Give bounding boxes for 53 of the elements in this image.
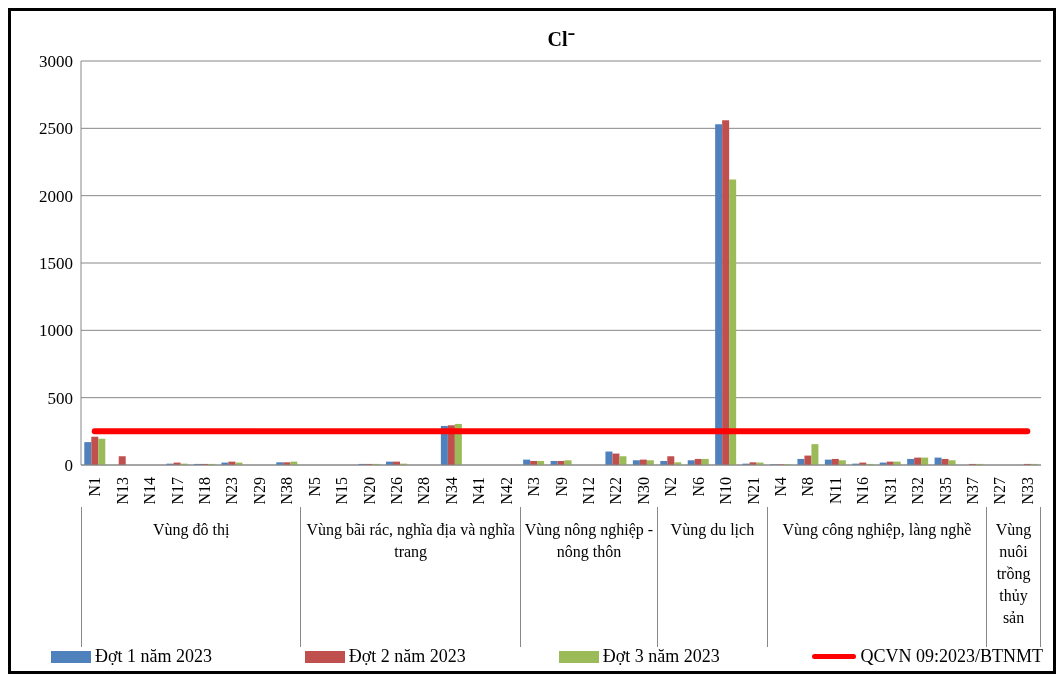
y-tick-label: 2500	[39, 119, 73, 139]
legend-label: Đợt 2 năm 2023	[347, 646, 466, 667]
legend-label: QCVN 09:2023/BTNMT	[859, 646, 1043, 667]
x-tick-label: N14	[141, 477, 159, 505]
x-tick-label: N37	[963, 477, 981, 505]
x-tick-label: N34	[442, 477, 460, 505]
y-tick-label: 3000	[39, 52, 73, 72]
y-tick-label: 1500	[39, 254, 73, 274]
text: Vùng nuôi trồng thủy sản	[995, 521, 1032, 626]
x-tick-label: N5	[305, 477, 323, 497]
y-tick-label: 0	[64, 456, 73, 476]
text: Vùng đô thị	[152, 521, 230, 538]
x-tick-label: N41	[470, 477, 488, 505]
x-tick-label: N13	[113, 477, 131, 505]
x-tick-label: N16	[854, 477, 872, 505]
x-tick-label: N9	[552, 477, 570, 497]
x-tick-label: N3	[525, 477, 543, 497]
x-tick-label: N2	[662, 477, 680, 497]
text: Vùng du lịch	[670, 521, 755, 538]
x-tick-label: N42	[497, 477, 515, 505]
x-tick-label: N38	[278, 477, 296, 505]
text: Vùng nông nghiệp - nông thôn	[524, 521, 654, 560]
x-tick-label: N31	[881, 477, 899, 505]
y-tick-label: 2000	[39, 186, 73, 206]
y-tick-label: 1000	[39, 321, 73, 341]
x-tick-label: N33	[1018, 477, 1036, 505]
x-tick-label: N27	[991, 477, 1009, 505]
y-tick-label: 500	[47, 388, 73, 408]
x-tick-label: N6	[689, 477, 707, 497]
x-tick-label: N30	[634, 477, 652, 505]
x-tick-label: N4	[771, 477, 789, 497]
x-tick-label: N11	[826, 477, 844, 504]
x-tick-label: N17	[168, 477, 186, 505]
x-tick-label: N1	[86, 477, 104, 497]
x-tick-label: N22	[607, 477, 625, 505]
legend-label: Đợt 3 năm 2023	[601, 646, 720, 667]
x-tick-label: N12	[579, 477, 597, 505]
text: Vùng bãi rác, nghĩa địa và nghĩa trang	[306, 521, 515, 560]
text: Vùng công nghiệp, làng nghề	[782, 521, 972, 538]
x-tick-label: N29	[250, 477, 268, 505]
x-tick-label: N32	[909, 477, 927, 505]
x-tick-label: N26	[387, 477, 405, 505]
x-tick-label: N35	[936, 477, 954, 505]
legend-label: Đợt 1 năm 2023	[94, 646, 213, 667]
x-tick-label: N28	[415, 477, 433, 505]
x-tick-label: N15	[333, 477, 351, 505]
x-tick-label: N23	[223, 477, 241, 505]
x-tick-label: N10	[717, 477, 735, 505]
x-tick-label: N18	[195, 477, 213, 505]
x-tick-label: N8	[799, 477, 817, 497]
chart-title: Cl⁻	[546, 27, 576, 52]
x-tick-label: N21	[744, 477, 762, 505]
x-tick-label: N20	[360, 477, 378, 505]
